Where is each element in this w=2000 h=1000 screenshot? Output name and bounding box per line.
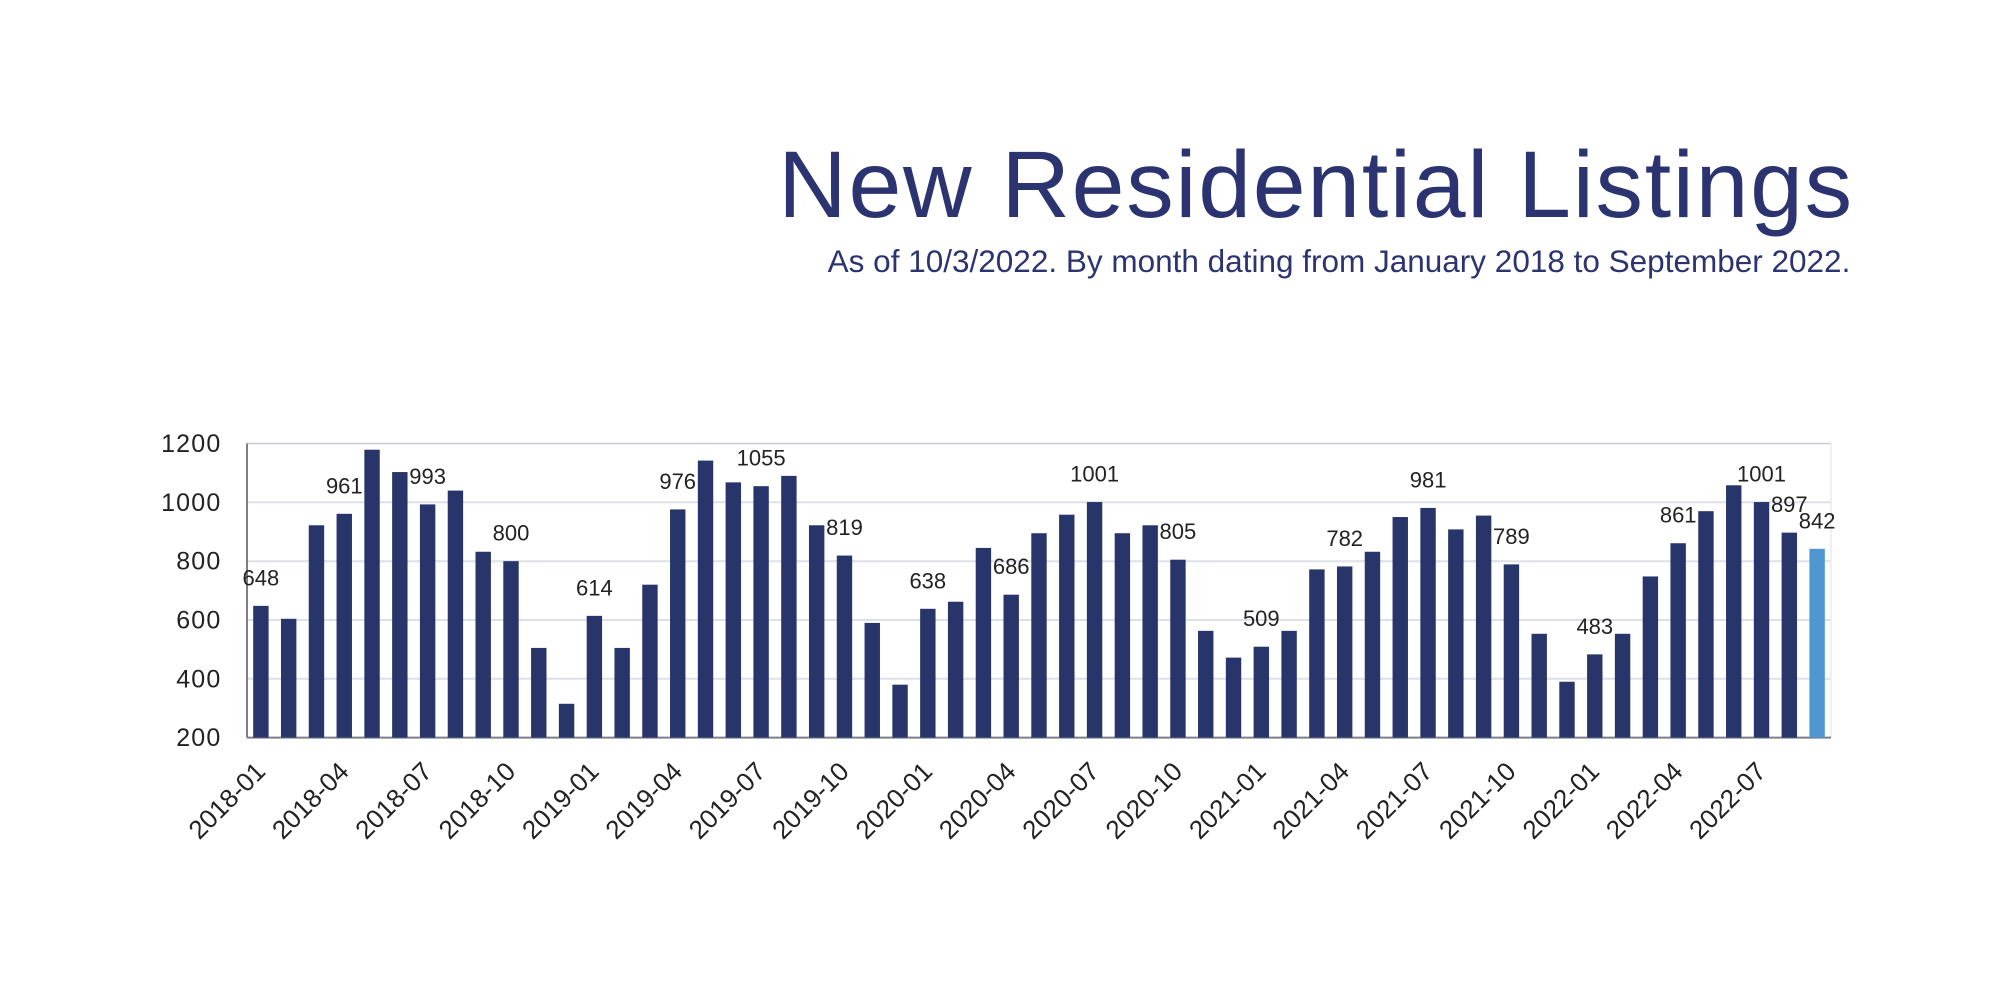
svg-text:842: 842: [1799, 508, 1836, 533]
svg-text:2019-01: 2019-01: [516, 756, 605, 845]
svg-text:2020-01: 2020-01: [849, 756, 938, 845]
svg-text:2021-04: 2021-04: [1266, 756, 1355, 845]
svg-text:2019-07: 2019-07: [683, 756, 772, 845]
svg-text:961: 961: [326, 473, 363, 498]
svg-text:800: 800: [176, 548, 221, 576]
svg-text:782: 782: [1326, 526, 1363, 551]
svg-text:2018-10: 2018-10: [433, 756, 522, 845]
svg-text:2020-04: 2020-04: [933, 756, 1022, 845]
svg-text:400: 400: [176, 665, 221, 693]
svg-text:2022-01: 2022-01: [1516, 756, 1605, 845]
svg-text:981: 981: [1410, 467, 1447, 492]
svg-text:509: 509: [1243, 606, 1280, 631]
svg-text:2022-04: 2022-04: [1600, 756, 1689, 845]
svg-text:2019-04: 2019-04: [599, 756, 688, 845]
svg-text:2020-07: 2020-07: [1016, 756, 1105, 845]
svg-text:976: 976: [659, 469, 696, 494]
svg-text:2018-04: 2018-04: [266, 756, 355, 845]
svg-text:2018-01: 2018-01: [182, 756, 271, 845]
svg-text:800: 800: [493, 521, 530, 546]
svg-text:2022-07: 2022-07: [1683, 756, 1772, 845]
svg-text:638: 638: [909, 568, 946, 593]
svg-text:200: 200: [176, 724, 221, 752]
svg-text:600: 600: [176, 607, 221, 635]
svg-text:1200: 1200: [161, 430, 221, 458]
svg-text:805: 805: [1160, 519, 1197, 544]
svg-text:861: 861: [1660, 503, 1697, 528]
svg-text:1000: 1000: [161, 489, 221, 517]
svg-text:819: 819: [826, 515, 863, 540]
svg-text:614: 614: [576, 575, 613, 600]
svg-text:897: 897: [1771, 492, 1808, 517]
svg-text:993: 993: [409, 464, 446, 489]
svg-text:2018-07: 2018-07: [349, 756, 438, 845]
svg-text:2020-10: 2020-10: [1099, 756, 1188, 845]
svg-text:1001: 1001: [1070, 462, 1119, 487]
svg-text:1055: 1055: [737, 446, 786, 471]
svg-text:2021-10: 2021-10: [1433, 756, 1522, 845]
svg-text:2021-01: 2021-01: [1183, 756, 1272, 845]
svg-text:2021-07: 2021-07: [1350, 756, 1439, 845]
svg-text:483: 483: [1576, 614, 1613, 639]
svg-text:648: 648: [243, 565, 280, 590]
svg-text:789: 789: [1493, 524, 1530, 549]
svg-text:1001: 1001: [1737, 462, 1786, 487]
svg-text:2019-10: 2019-10: [766, 756, 855, 845]
svg-text:686: 686: [993, 554, 1030, 579]
